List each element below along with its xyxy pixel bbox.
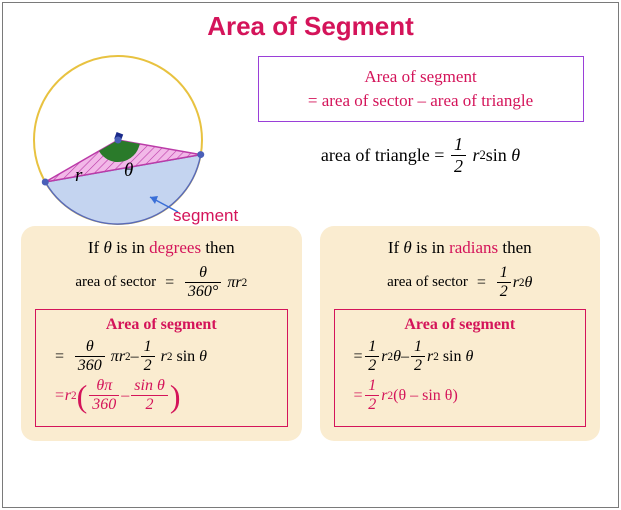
tri-theta: θ (511, 145, 520, 166)
tri-den: 2 (451, 156, 466, 177)
d1d1: 360 (75, 357, 105, 375)
r1t: θ (393, 348, 401, 366)
deg-sden: 360° (185, 283, 221, 301)
top-section: r θ segment Area of segment = area of se… (3, 42, 618, 232)
rad-theta: θ (403, 238, 411, 257)
circle-diagram: r θ segment (13, 42, 243, 232)
d2s: 2 (71, 390, 77, 402)
r2d: 2 (365, 396, 379, 414)
r1t2: θ (465, 348, 473, 366)
rad-result-title: Area of segment (345, 316, 576, 334)
r1sin: sin (443, 348, 462, 366)
d1n2: 1 (141, 338, 155, 357)
rad-mid: is in (412, 238, 449, 257)
deg-snum: θ (185, 264, 221, 283)
degrees-card: If θ is in degrees then area of sector =… (21, 226, 302, 441)
rad-suffix: then (498, 238, 532, 257)
deg-pi: π (227, 274, 235, 292)
d1m: – (131, 348, 139, 366)
rad-sector: area of sector = 12 r2θ (334, 264, 587, 301)
segment-label: segment (173, 206, 238, 226)
rad-line1: = 12 r2θ – 12 r2 sin θ (345, 338, 576, 375)
radius-label: r (75, 165, 82, 187)
d1t: θ (199, 348, 207, 366)
tri-sin: sin (486, 145, 507, 166)
main-container: Area of Segment r θ segment Area of segm… (2, 2, 619, 508)
rad-prefix: If (388, 238, 404, 257)
r1n1: 1 (365, 338, 379, 357)
formula-line1: Area of segment (364, 67, 476, 86)
d1n1: θ (75, 338, 105, 357)
main-formula-box: Area of segment = area of sector – area … (258, 56, 584, 122)
d1d2: 2 (141, 357, 155, 375)
r1d2: 2 (411, 357, 425, 375)
triangle-area-formula: area of triangle = 12 r2 sin θ (243, 134, 598, 177)
deg-result-title: Area of segment (46, 316, 277, 334)
formula-line2: = area of sector – area of triangle (308, 91, 533, 110)
right-top-area: Area of segment = area of sector – area … (243, 42, 608, 232)
page-title: Area of Segment (3, 3, 618, 42)
d1sin: sin (176, 348, 195, 366)
d2m: – (121, 387, 129, 405)
d2d2: 2 (131, 396, 168, 414)
d1s2: 2 (167, 351, 173, 363)
deg-line1: = θ360 πr2 – 12 r2 sin θ (46, 338, 277, 375)
r1d1: 2 (365, 357, 379, 375)
rad-result-box: Area of segment = 12 r2θ – 12 r2 sin θ =… (334, 309, 587, 427)
r1s2: 2 (433, 351, 439, 363)
theta-label: θ (124, 160, 133, 182)
deg-result-box: Area of segment = θ360 πr2 – 12 r2 sin θ… (35, 309, 288, 427)
d2d1: 360 (89, 396, 119, 414)
deg-line2: = r2 ( θπ360 – sin θ2 ) (46, 377, 277, 414)
r2n: 1 (365, 377, 379, 396)
rad-snum: 1 (497, 264, 511, 283)
d1pi: π (111, 348, 119, 366)
d2n1: θπ (89, 377, 119, 396)
r1m: – (401, 348, 409, 366)
r2p: (θ – sin θ) (393, 387, 458, 405)
rad-sden: 2 (497, 283, 511, 301)
rad-line2: = 12 r2 (θ – sin θ) (345, 377, 576, 414)
cards-row: If θ is in degrees then area of sector =… (3, 226, 618, 441)
tri-r: r (472, 145, 479, 166)
rad-unit: radians (449, 238, 498, 257)
triangle-label: area of triangle = (321, 145, 445, 166)
radians-card: If θ is in radians then area of sector =… (320, 226, 601, 441)
deg-sector-label: area of sector (75, 274, 156, 291)
d2n2: sin θ (131, 377, 168, 396)
rad-header: If θ is in radians then (334, 238, 587, 258)
deg-sup: 2 (242, 277, 248, 289)
deg-sector: area of sector = θ360° πr2 (35, 264, 288, 301)
rad-sector-label: area of sector (387, 274, 468, 291)
tri-num: 1 (451, 134, 466, 156)
r1n2: 1 (411, 338, 425, 357)
rad-t2: θ (525, 274, 533, 292)
